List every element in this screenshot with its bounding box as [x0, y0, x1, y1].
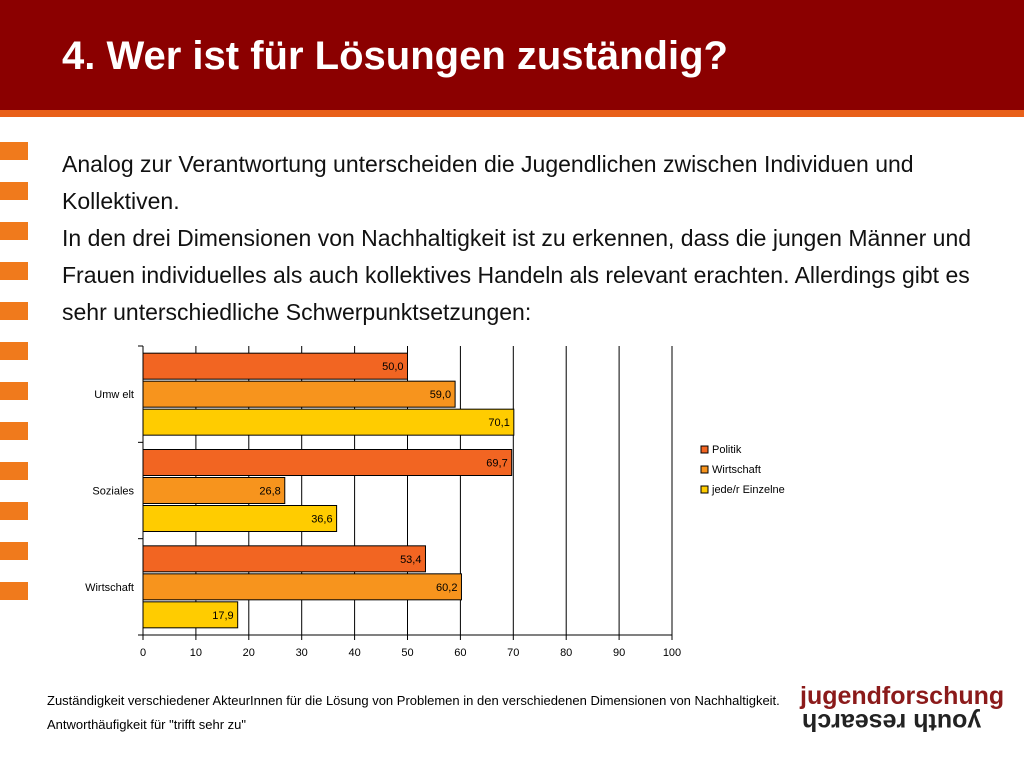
x-tick-label: 80	[560, 647, 572, 659]
decorative-square	[0, 502, 28, 520]
bar-chart: 0 10 20 30 40 50 60 70 80 90 100 Umw elt 50,0 59,0 70,…	[85, 345, 785, 659]
x-tick-label: 0	[140, 647, 146, 659]
data-label: 17,9	[212, 610, 233, 622]
data-label: 60,2	[436, 582, 457, 594]
category-label: Wirtschaft	[85, 582, 134, 594]
decorative-square	[0, 302, 28, 320]
bar	[142, 477, 286, 504]
x-tick-label: 70	[507, 647, 519, 659]
category-label: Umw elt	[94, 389, 134, 401]
x-tick-label: 60	[454, 647, 466, 659]
x-tick-label: 40	[348, 647, 360, 659]
decorative-square	[0, 382, 28, 400]
bar	[142, 380, 456, 408]
bar	[142, 408, 515, 436]
x-tick-label: 30	[296, 647, 308, 659]
body-text: Analog zur Verantwortung unterscheiden d…	[62, 146, 982, 331]
decorative-square	[0, 222, 28, 240]
decorative-square	[0, 142, 28, 160]
data-label: 53,4	[400, 554, 421, 566]
legend-swatch	[700, 445, 709, 454]
logo-bottom-text: youth research	[802, 708, 982, 736]
logo: jugendforschung youth research	[800, 682, 1005, 736]
bar	[142, 601, 239, 629]
decorative-square	[0, 542, 28, 560]
data-label: 50,0	[382, 361, 403, 373]
slide-title: 4. Wer ist für Lösungen zuständig?	[62, 34, 728, 78]
caption-line-2: Antworthäufigkeit für "trifft sehr zu"	[47, 717, 247, 732]
paragraph-2: In den drei Dimensionen von Nachhaltigke…	[62, 225, 972, 325]
legend-swatch	[700, 485, 709, 494]
x-tick-label: 90	[613, 647, 625, 659]
legend-label: jede/r Einzelne	[711, 484, 785, 496]
bar	[142, 352, 408, 380]
x-tick-label: 50	[401, 647, 413, 659]
title-bar	[0, 0, 1024, 110]
data-label: 69,7	[486, 458, 507, 470]
decorative-square	[0, 422, 28, 440]
legend-label: Politik	[712, 444, 742, 456]
title-underline	[0, 110, 1024, 117]
category-label: Soziales	[92, 486, 134, 498]
decorative-squares	[0, 142, 30, 602]
data-label: 59,0	[430, 389, 451, 401]
x-tick-label: 100	[663, 647, 681, 659]
decorative-square	[0, 582, 28, 600]
decorative-square	[0, 342, 28, 360]
decorative-square	[0, 182, 28, 200]
paragraph-1: Analog zur Verantwortung unterscheiden d…	[62, 151, 914, 214]
data-label: 70,1	[488, 417, 509, 429]
data-label: 36,6	[311, 514, 332, 526]
x-tick-label: 20	[243, 647, 255, 659]
bar	[142, 545, 426, 573]
decorative-square	[0, 462, 28, 480]
bar	[142, 449, 513, 476]
caption-line-1: Zuständigkeit verschiedener AkteurInnen …	[47, 693, 780, 708]
bar	[142, 505, 338, 532]
data-label: 26,8	[259, 486, 280, 498]
logo-top-text: jugendforschung	[800, 682, 1005, 710]
legend-swatch	[700, 465, 709, 474]
decorative-square	[0, 262, 28, 280]
bar	[142, 573, 462, 601]
chart-caption: Zuständigkeit verschiedener AkteurInnen …	[47, 692, 807, 740]
x-tick-label: 10	[190, 647, 202, 659]
legend-label: Wirtschaft	[712, 464, 761, 476]
